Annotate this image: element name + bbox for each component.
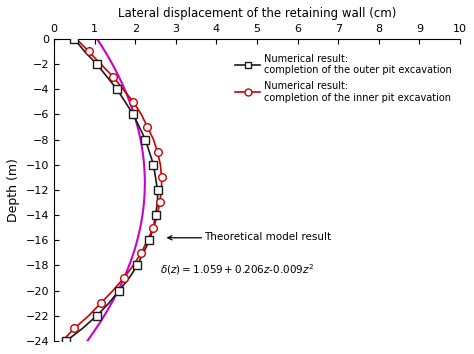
Text: $\delta(z) = 1.059 + 0.206z\text{-}0.009z^2$: $\delta(z) = 1.059 + 0.206z\text{-}0.009…	[160, 262, 314, 276]
Y-axis label: Depth (m): Depth (m)	[7, 158, 20, 222]
Text: Theoretical model result: Theoretical model result	[204, 232, 331, 241]
Legend: Numerical result:
completion of the outer pit excavation, Numerical result:
comp: Numerical result: completion of the oute…	[231, 50, 455, 107]
X-axis label: Lateral displacement of the retaining wall (cm): Lateral displacement of the retaining wa…	[118, 7, 396, 20]
